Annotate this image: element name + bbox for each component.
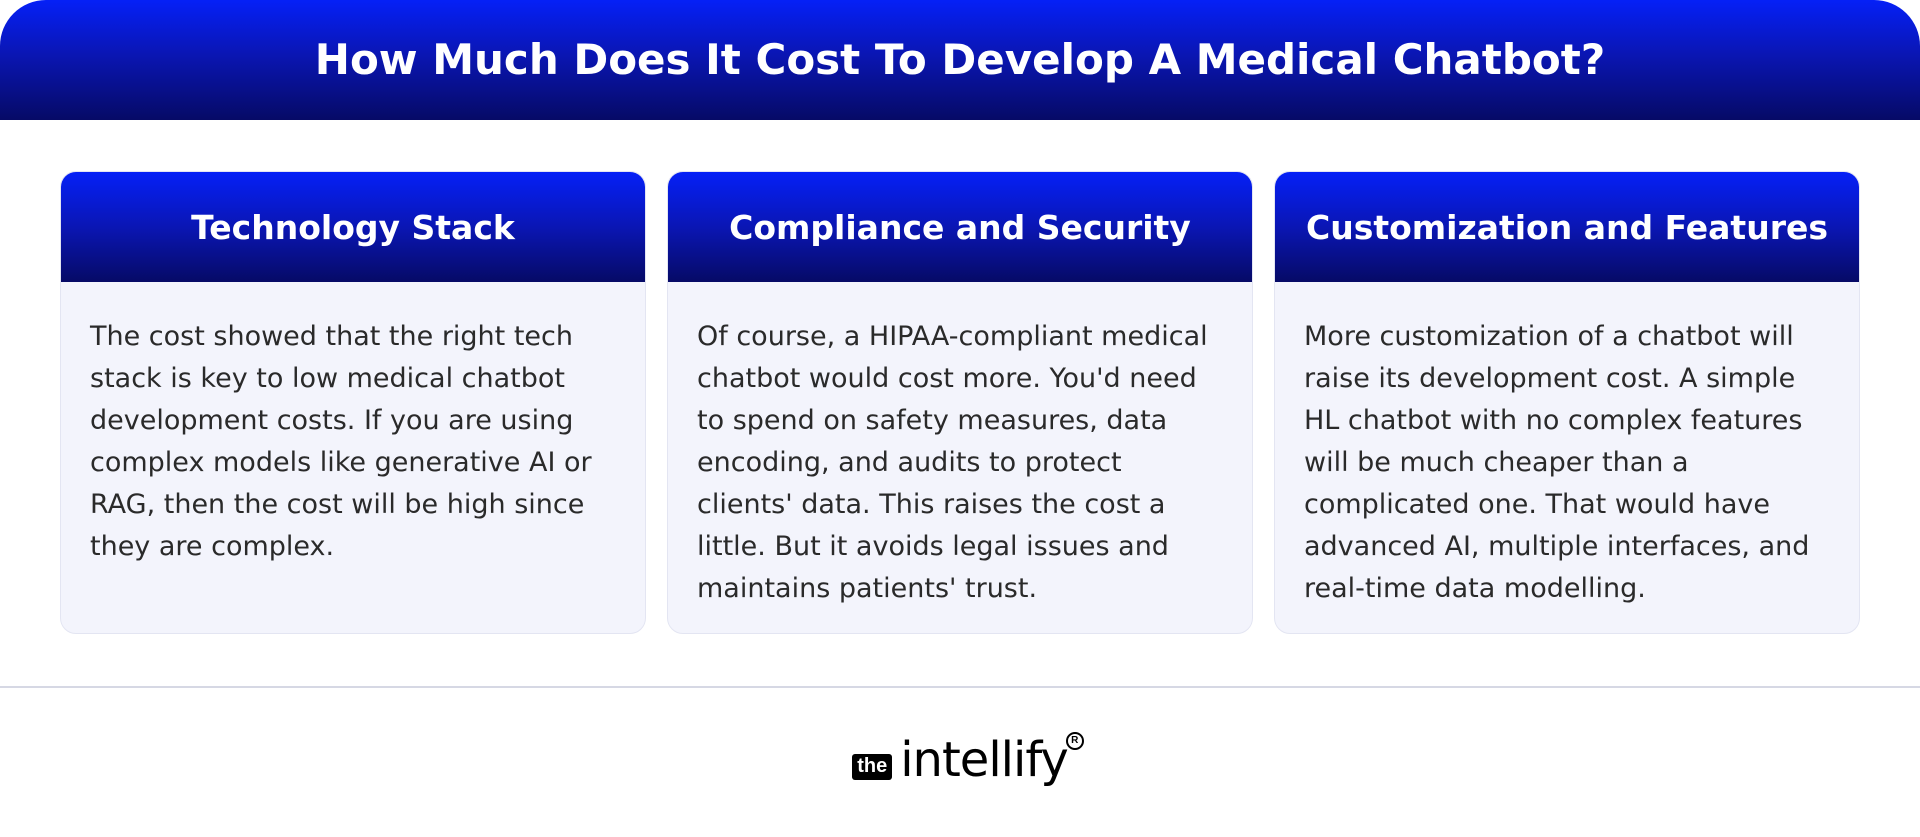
- logo-mark: the intellify R: [852, 732, 1084, 788]
- card-title: Compliance and Security: [729, 207, 1191, 247]
- card-title: Customization and Features: [1305, 207, 1828, 247]
- logo-wordmark: intellify: [900, 732, 1069, 788]
- card-body: Of course, a HIPAA-compliant medical cha…: [697, 321, 1208, 604]
- card-body: The cost showed that the right tech stac…: [90, 321, 592, 562]
- divider: [0, 686, 1920, 688]
- card-compliance-security: Compliance and Security Of course, a HIP…: [667, 171, 1253, 634]
- cards-container: Technology Stack The cost showed that th…: [60, 171, 1860, 636]
- card-body: More customization of a chatbot will rai…: [1304, 321, 1810, 604]
- card-technology-stack: Technology Stack The cost showed that th…: [60, 171, 646, 634]
- card-header: Compliance and Security: [668, 172, 1252, 282]
- header-banner: How Much Does It Cost To Develop A Medic…: [0, 0, 1920, 120]
- card-customization-features: Customization and Features More customiz…: [1274, 171, 1860, 634]
- intellify-logo: the intellify R: [0, 732, 1920, 788]
- card-header: Customization and Features: [1275, 172, 1859, 282]
- card-header: Technology Stack: [61, 172, 645, 282]
- logo-badge: the: [852, 754, 893, 780]
- page-title: How Much Does It Cost To Develop A Medic…: [314, 34, 1606, 84]
- registered-trademark-icon: R: [1065, 732, 1084, 750]
- card-title: Technology Stack: [191, 207, 515, 247]
